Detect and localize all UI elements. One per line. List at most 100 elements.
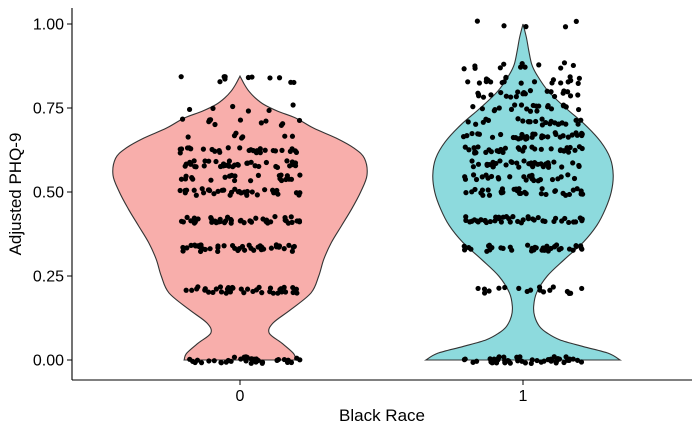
- jitter-point: [484, 248, 490, 254]
- jitter-point: [186, 106, 193, 113]
- jitter-point: [461, 243, 467, 249]
- jitter-point: [486, 242, 493, 248]
- jitter-point: [560, 190, 566, 196]
- x-tick-label: 0: [236, 388, 245, 405]
- jitter-point: [533, 118, 539, 125]
- jitter-point: [218, 289, 225, 295]
- jitter-point: [480, 94, 487, 100]
- jitter-point: [566, 191, 573, 198]
- jitter-point: [501, 23, 507, 29]
- jitter-point: [208, 216, 214, 222]
- y-tick-label: 0.75: [33, 101, 64, 118]
- jitter-point: [475, 161, 482, 167]
- jitter-point: [296, 219, 303, 225]
- jitter-point: [538, 191, 544, 197]
- jitter-point: [545, 162, 552, 168]
- jitter-point: [540, 218, 546, 224]
- jitter-point: [534, 108, 540, 114]
- jitter-point: [461, 357, 467, 363]
- jitter-points-layer: [177, 18, 586, 366]
- jitter-point: [489, 134, 496, 140]
- jitter-point: [565, 89, 571, 95]
- jitter-point: [216, 148, 222, 154]
- jitter-point: [258, 247, 264, 253]
- jitter-point: [479, 174, 485, 180]
- jitter-point: [520, 118, 526, 124]
- jitter-point: [215, 243, 221, 249]
- jitter-point: [552, 120, 558, 126]
- jitter-point: [212, 121, 218, 128]
- jitter-point: [211, 191, 217, 197]
- jitter-point: [228, 220, 234, 226]
- jitter-point: [238, 190, 244, 196]
- jitter-point: [563, 147, 569, 153]
- jitter-point: [237, 117, 244, 123]
- jitter-point: [178, 176, 185, 182]
- jitter-point: [472, 150, 478, 156]
- jitter-point: [279, 147, 285, 153]
- jitter-point: [528, 360, 534, 366]
- jitter-point: [541, 247, 547, 253]
- jitter-point: [289, 248, 295, 254]
- jitter-point: [223, 290, 229, 296]
- jitter-point: [498, 245, 504, 251]
- jitter-point: [217, 218, 223, 225]
- jitter-point: [184, 145, 191, 151]
- jitter-point: [535, 178, 541, 184]
- y-tick-label: 0.25: [33, 269, 64, 286]
- jitter-point: [259, 360, 265, 366]
- jitter-point: [192, 163, 198, 170]
- jitter-point: [179, 116, 186, 122]
- jitter-point: [502, 284, 508, 291]
- jitter-point: [479, 106, 485, 112]
- jitter-point: [183, 287, 189, 293]
- jitter-point: [180, 248, 186, 254]
- jitter-point: [575, 92, 581, 98]
- jitter-point: [510, 134, 516, 141]
- jitter-point: [491, 108, 497, 114]
- jitter-point: [199, 186, 205, 192]
- jitter-point: [529, 144, 535, 150]
- jitter-point: [490, 159, 496, 165]
- jitter-point: [288, 214, 294, 220]
- jitter-point: [570, 62, 576, 69]
- jitter-point: [462, 174, 468, 180]
- jitter-point: [217, 79, 223, 85]
- jitter-point: [270, 187, 276, 193]
- jitter-point: [524, 288, 530, 295]
- jitter-point: [566, 357, 572, 364]
- jitter-point: [288, 176, 295, 182]
- jitter-point: [191, 187, 197, 193]
- jitter-point: [497, 65, 503, 71]
- jitter-point: [501, 61, 507, 67]
- jitter-point: [263, 118, 269, 124]
- jitter-point: [282, 289, 289, 295]
- jitter-point: [499, 79, 505, 86]
- jitter-point: [554, 358, 560, 364]
- jitter-point: [573, 117, 579, 123]
- jitter-point: [293, 149, 300, 155]
- jitter-point: [538, 146, 544, 152]
- jitter-point: [552, 215, 559, 221]
- jitter-point: [254, 192, 260, 198]
- jitter-point: [544, 88, 550, 94]
- jitter-point: [241, 247, 248, 253]
- jitter-point: [252, 163, 258, 169]
- jitter-point: [469, 158, 475, 164]
- jitter-point: [575, 106, 582, 113]
- jitter-point: [259, 290, 265, 296]
- jitter-point: [245, 108, 252, 114]
- jitter-point: [238, 286, 244, 292]
- jitter-point: [225, 145, 231, 151]
- jitter-point: [222, 174, 228, 180]
- jitter-point: [200, 190, 207, 196]
- jitter-point: [575, 80, 581, 86]
- jitter-point: [248, 356, 254, 362]
- jitter-point: [521, 158, 527, 164]
- jitter-point: [245, 74, 252, 81]
- jitter-point: [463, 190, 469, 196]
- jitter-point: [208, 177, 214, 183]
- jitter-point: [244, 286, 251, 292]
- jitter-point: [282, 133, 288, 139]
- jitter-point: [177, 187, 183, 194]
